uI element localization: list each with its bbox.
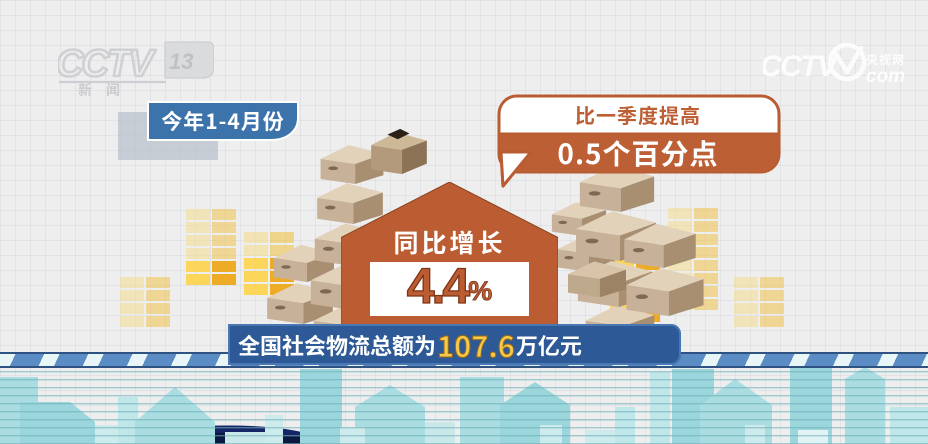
svg-text:com: com [866,66,905,87]
svg-text:CCTV: CCTV [58,43,156,85]
svg-text:13: 13 [169,49,193,74]
